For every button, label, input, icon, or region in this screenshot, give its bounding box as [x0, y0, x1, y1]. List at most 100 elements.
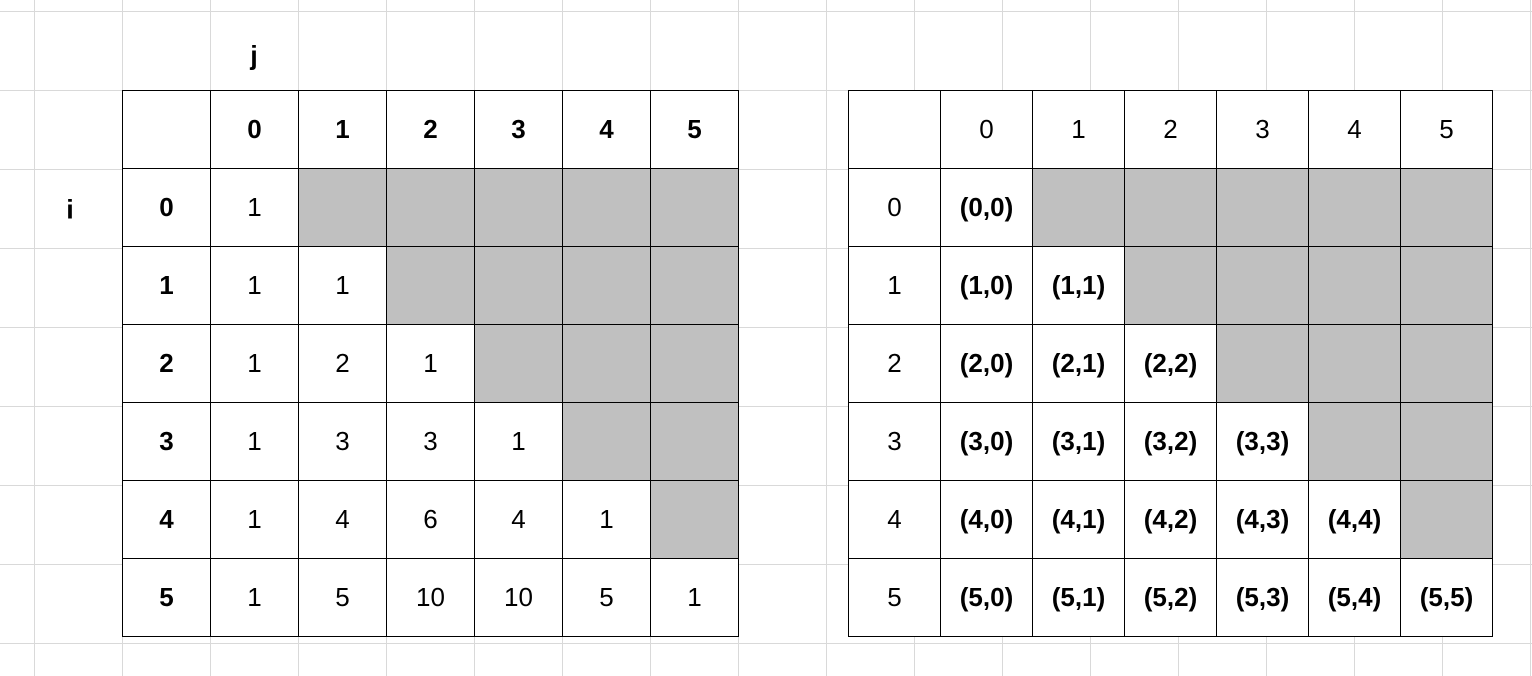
right-col-header-5: 5 — [1400, 90, 1493, 169]
left-col-header-0: 0 — [210, 90, 299, 169]
left-table-row: 5 1 5 10 10 5 1 — [122, 558, 739, 637]
col-axis-label-j: j — [250, 40, 258, 71]
right-shaded-cell-4-5 — [1400, 480, 1493, 559]
right-table-row: 5 (5,0) (5,1) (5,2) (5,3) (5,4) (5,5) — [848, 558, 1493, 637]
left-shaded-cell-0-5 — [650, 168, 739, 247]
left-cell-5-0: 1 — [210, 558, 299, 637]
right-table-row: 4 (4,0) (4,1) (4,2) (4,3) (4,4) — [848, 480, 1493, 559]
right-cell-4-0: (4,0) — [940, 480, 1033, 559]
left-cell-5-4: 5 — [562, 558, 651, 637]
right-table-row: 1 (1,0) (1,1) — [848, 246, 1493, 325]
right-row-header-3: 3 — [848, 402, 941, 481]
left-shaded-cell-0-4 — [562, 168, 651, 247]
right-cell-1-1: (1,1) — [1032, 246, 1125, 325]
right-shaded-cell-0-1 — [1032, 168, 1125, 247]
right-cell-3-0: (3,0) — [940, 402, 1033, 481]
left-row-header-4: 4 — [122, 480, 211, 559]
right-cell-4-3: (4,3) — [1216, 480, 1309, 559]
right-cell-2-2: (2,2) — [1124, 324, 1217, 403]
right-shaded-cell-0-5 — [1400, 168, 1493, 247]
left-shaded-cell-0-2 — [386, 168, 475, 247]
right-row-header-4: 4 — [848, 480, 941, 559]
left-corner-cell — [122, 90, 211, 169]
right-cell-4-4: (4,4) — [1308, 480, 1401, 559]
left-cell-3-3: 1 — [474, 402, 563, 481]
right-cell-5-3: (5,3) — [1216, 558, 1309, 637]
left-shaded-cell-4-5 — [650, 480, 739, 559]
left-cell-4-0: 1 — [210, 480, 299, 559]
right-shaded-cell-2-3 — [1216, 324, 1309, 403]
right-table-row: 2 (2,0) (2,1) (2,2) — [848, 324, 1493, 403]
left-col-header-4: 4 — [562, 90, 651, 169]
left-row-header-1: 1 — [122, 246, 211, 325]
right-shaded-cell-1-5 — [1400, 246, 1493, 325]
right-cell-2-0: (2,0) — [940, 324, 1033, 403]
left-col-header-2: 2 — [386, 90, 475, 169]
pascal-triangle-values-table: 0 1 2 3 4 5 0 1 1 1 1 2 1 2 1 3 1 3 3 1 4 1 4 6 4 1 5 1 5 10 10 5 1 — [122, 90, 739, 637]
left-cell-4-1: 4 — [298, 480, 387, 559]
left-cell-5-3: 10 — [474, 558, 563, 637]
right-cell-5-4: (5,4) — [1308, 558, 1401, 637]
row-axis-label-i: i — [66, 194, 74, 225]
right-col-header-4: 4 — [1308, 90, 1401, 169]
left-shaded-cell-0-1 — [298, 168, 387, 247]
pascal-triangle-index-table: 0 1 2 3 4 5 0 (0,0) 1 (1,0) (1,1) 2 (2,0) (2,1) (2,2) 3… — [848, 90, 1493, 637]
left-shaded-cell-1-5 — [650, 246, 739, 325]
right-shaded-cell-0-3 — [1216, 168, 1309, 247]
left-shaded-cell-3-4 — [562, 402, 651, 481]
right-shaded-cell-0-2 — [1124, 168, 1217, 247]
right-cell-4-1: (4,1) — [1032, 480, 1125, 559]
right-table-row: 0 (0,0) — [848, 168, 1493, 247]
left-cell-3-1: 3 — [298, 402, 387, 481]
left-row-header-2: 2 — [122, 324, 211, 403]
right-cell-3-2: (3,2) — [1124, 402, 1217, 481]
left-col-header-1: 1 — [298, 90, 387, 169]
right-shaded-cell-1-2 — [1124, 246, 1217, 325]
right-cell-5-0: (5,0) — [940, 558, 1033, 637]
right-cell-3-1: (3,1) — [1032, 402, 1125, 481]
right-cell-0-0: (0,0) — [940, 168, 1033, 247]
left-row-header-3: 3 — [122, 402, 211, 481]
right-shaded-cell-1-3 — [1216, 246, 1309, 325]
right-cell-4-2: (4,2) — [1124, 480, 1217, 559]
left-cell-0-0: 1 — [210, 168, 299, 247]
right-shaded-cell-3-5 — [1400, 402, 1493, 481]
left-shaded-cell-2-4 — [562, 324, 651, 403]
right-shaded-cell-0-4 — [1308, 168, 1401, 247]
left-shaded-cell-2-5 — [650, 324, 739, 403]
right-cell-5-2: (5,2) — [1124, 558, 1217, 637]
left-shaded-cell-1-4 — [562, 246, 651, 325]
left-cell-2-1: 2 — [298, 324, 387, 403]
right-shaded-cell-2-4 — [1308, 324, 1401, 403]
left-cell-2-0: 1 — [210, 324, 299, 403]
right-col-header-2: 2 — [1124, 90, 1217, 169]
left-cell-5-5: 1 — [650, 558, 739, 637]
left-cell-4-3: 4 — [474, 480, 563, 559]
right-table-row: 3 (3,0) (3,1) (3,2) (3,3) — [848, 402, 1493, 481]
right-shaded-cell-1-4 — [1308, 246, 1401, 325]
right-cell-5-5: (5,5) — [1400, 558, 1493, 637]
left-cell-5-1: 5 — [298, 558, 387, 637]
right-row-header-1: 1 — [848, 246, 941, 325]
left-col-header-5: 5 — [650, 90, 739, 169]
left-cell-5-2: 10 — [386, 558, 475, 637]
left-row-header-5: 5 — [122, 558, 211, 637]
left-cell-2-2: 1 — [386, 324, 475, 403]
right-row-header-2: 2 — [848, 324, 941, 403]
right-shaded-cell-3-4 — [1308, 402, 1401, 481]
right-cell-3-3: (3,3) — [1216, 402, 1309, 481]
left-cell-3-0: 1 — [210, 402, 299, 481]
left-cell-1-1: 1 — [298, 246, 387, 325]
left-cell-4-2: 6 — [386, 480, 475, 559]
left-shaded-cell-1-3 — [474, 246, 563, 325]
right-col-header-3: 3 — [1216, 90, 1309, 169]
right-cell-1-0: (1,0) — [940, 246, 1033, 325]
left-shaded-cell-2-3 — [474, 324, 563, 403]
right-corner-cell — [848, 90, 941, 169]
